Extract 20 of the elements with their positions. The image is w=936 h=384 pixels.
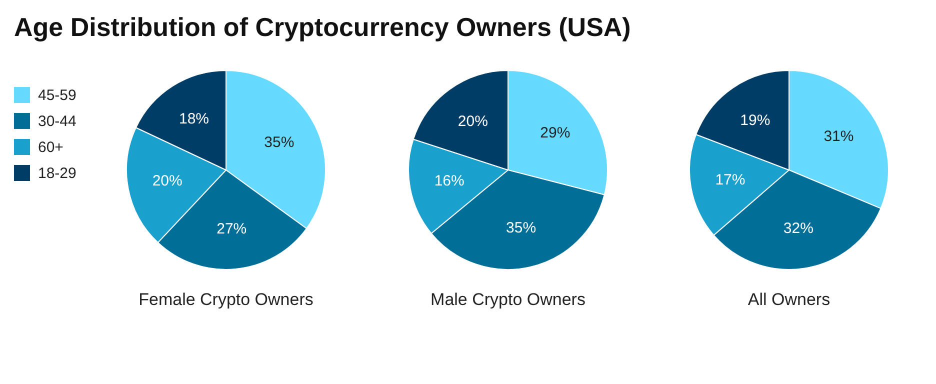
legend-label: 18-29 (38, 164, 76, 182)
data-label: 19% (740, 112, 770, 129)
data-label: 16% (434, 172, 464, 190)
data-label: 32% (783, 220, 814, 238)
data-label: 35% (264, 134, 294, 152)
legend-label: 60+ (38, 138, 64, 156)
data-label: 17% (715, 172, 746, 189)
data-label: 31% (824, 128, 854, 146)
data-label: 18% (178, 110, 210, 128)
legend-label: 30-44 (38, 112, 76, 130)
data-label: 35% (506, 219, 536, 236)
data-label: 20% (458, 112, 488, 130)
data-label: 29% (540, 124, 570, 142)
legend-label: 45-59 (38, 86, 76, 104)
text: All Owners (746, 290, 832, 310)
chart-title: Age Distribution of Cryptocurrency Owners (USA) (14, 12, 631, 43)
text: Male Crypto Owners (430, 290, 586, 310)
text: Female Crypto Owners (138, 290, 314, 310)
data-label: 27% (216, 220, 247, 238)
data-label: 20% (152, 172, 182, 190)
